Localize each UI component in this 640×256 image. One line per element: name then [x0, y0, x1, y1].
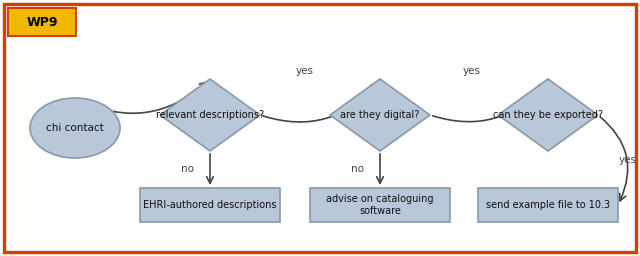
- Polygon shape: [498, 79, 598, 151]
- Text: no: no: [182, 165, 195, 175]
- Text: chi contact: chi contact: [46, 123, 104, 133]
- FancyArrowPatch shape: [77, 82, 207, 113]
- Text: WP9: WP9: [26, 16, 58, 28]
- FancyArrowPatch shape: [600, 117, 628, 201]
- FancyBboxPatch shape: [478, 188, 618, 222]
- Polygon shape: [160, 79, 260, 151]
- Bar: [8, 8, 76, 36]
- Text: yes: yes: [619, 155, 637, 165]
- FancyArrowPatch shape: [433, 83, 545, 122]
- Text: yes: yes: [463, 66, 481, 76]
- FancyArrowPatch shape: [207, 154, 213, 183]
- FancyArrowPatch shape: [262, 83, 377, 122]
- Text: no: no: [351, 165, 365, 175]
- Text: relevant descriptions?: relevant descriptions?: [156, 110, 264, 120]
- Text: send example file to 10.3: send example file to 10.3: [486, 200, 610, 210]
- Text: advise on cataloguing
software: advise on cataloguing software: [326, 194, 434, 216]
- FancyArrowPatch shape: [377, 154, 383, 183]
- FancyBboxPatch shape: [310, 188, 450, 222]
- Ellipse shape: [30, 98, 120, 158]
- Text: yes: yes: [296, 66, 314, 76]
- FancyBboxPatch shape: [140, 188, 280, 222]
- Polygon shape: [330, 79, 430, 151]
- Text: are they digital?: are they digital?: [340, 110, 420, 120]
- Text: can they be exported?: can they be exported?: [493, 110, 603, 120]
- Text: EHRI-authored descriptions: EHRI-authored descriptions: [143, 200, 276, 210]
